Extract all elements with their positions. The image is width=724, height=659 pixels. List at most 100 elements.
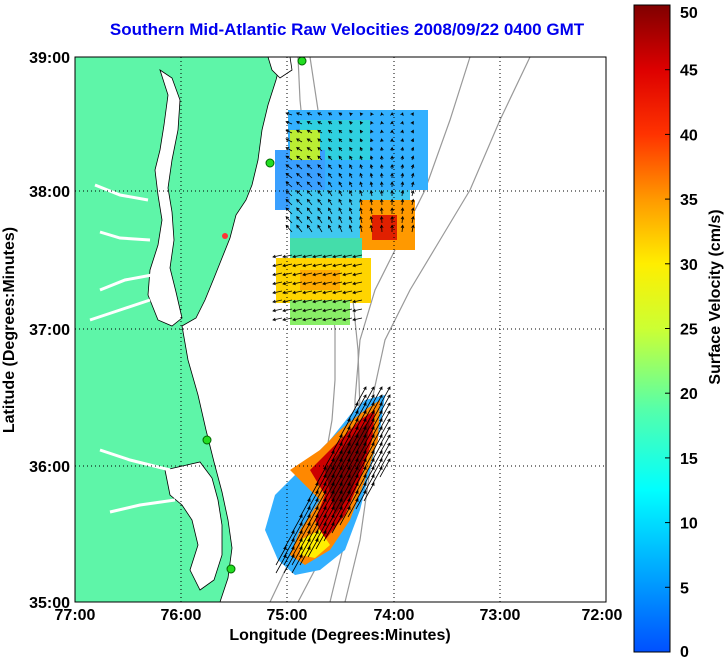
velocity-arrow [322, 317, 333, 322]
velocity-arrow [390, 155, 394, 161]
velocity-arrow [328, 190, 333, 197]
velocity-arrow [312, 272, 323, 277]
velocity-arrow [296, 198, 303, 206]
velocity-arrow [400, 164, 405, 170]
velocity-arrow [328, 181, 333, 188]
velocity-arrow [338, 215, 343, 224]
velocity-arrow [349, 189, 353, 197]
colorbar-tick-label: 15 [680, 451, 698, 468]
velocity-arrow [359, 129, 364, 134]
velocity-arrow [342, 272, 353, 277]
velocity-arrow [338, 181, 343, 188]
velocity-arrow [322, 254, 333, 259]
velocity-arrow [369, 215, 374, 224]
velocity-arrow [380, 155, 384, 161]
land-mass [75, 57, 283, 602]
velocity-arrow [282, 317, 293, 322]
velocity-arrow [400, 146, 404, 152]
station-marker [226, 564, 236, 574]
velocity-arrow [332, 281, 343, 286]
velocity-arrow [302, 317, 313, 322]
velocity-arrow [400, 172, 405, 179]
sound-water [164, 461, 223, 591]
velocity-arrow [379, 418, 391, 438]
velocity-arrow [295, 129, 303, 134]
velocity-arrow [296, 216, 303, 224]
y-axis-label: Latitude (Degrees:Minutes) [1, 227, 18, 433]
velocity-arrow [348, 207, 353, 215]
velocity-arrow [380, 129, 384, 134]
velocity-arrow [410, 155, 415, 161]
velocity-arrow [410, 164, 415, 170]
velocity-arrow [370, 129, 374, 134]
colorbar-tick-label: 20 [680, 386, 698, 403]
velocity-arrow [295, 112, 303, 116]
velocity-arrow [338, 138, 343, 143]
station-marker [202, 435, 212, 445]
velocity-arrow [338, 172, 343, 179]
velocity-arrow [342, 263, 353, 268]
velocity-arrow [355, 394, 367, 414]
velocity-arrow [338, 198, 343, 206]
velocity-arrow [369, 189, 374, 197]
velocity-arrow [306, 224, 313, 233]
colorbar-tick-label: 30 [680, 257, 698, 274]
velocity-arrow [348, 215, 353, 224]
velocity-arrow [296, 172, 303, 179]
velocity-arrow [296, 190, 303, 197]
colorbar-tick-label: 10 [680, 516, 698, 533]
grid-lines [75, 57, 606, 602]
velocity-arrow [380, 164, 384, 170]
velocity-arrow [285, 120, 293, 125]
velocity-arrow [285, 190, 293, 197]
velocity-arrow [332, 317, 343, 322]
velocity-arrow [370, 120, 374, 125]
velocity-arrow [390, 138, 394, 143]
velocity-arrow [349, 121, 353, 125]
velocity-arrow [411, 215, 415, 224]
velocity-arrow [312, 263, 323, 268]
velocity-arrow [327, 121, 333, 125]
velocity-arrow [349, 112, 353, 116]
velocity-arrow [292, 263, 303, 268]
velocity-arrow [379, 181, 384, 188]
velocity-arrow [322, 290, 333, 295]
velocity-arrow [322, 281, 333, 286]
velocity-arrow [390, 120, 394, 125]
velocity-arrow [359, 164, 363, 170]
velocity-arrow [400, 215, 405, 224]
velocity-arrow [379, 172, 384, 179]
velocity-arrow [317, 215, 323, 224]
velocity-arrow [342, 317, 353, 322]
velocity-arrow [296, 164, 303, 170]
velocity-arrow [296, 224, 303, 233]
velocity-arrow [327, 146, 333, 152]
velocity-arrow [380, 112, 384, 117]
velocity-arrow [327, 155, 333, 161]
velocity-arrow [380, 138, 384, 143]
velocity-arrow [306, 198, 313, 206]
velocity-arrow [379, 189, 384, 197]
velocity-arrow [342, 299, 353, 304]
velocity-arrow [332, 254, 343, 259]
colorbar-tick-label: 5 [680, 580, 689, 597]
velocity-arrow [317, 129, 323, 134]
velocity-arrow [348, 198, 353, 206]
x-tick-label: 75:00 [267, 607, 308, 624]
velocity-arrow [285, 181, 293, 188]
velocity-arrow [312, 299, 323, 304]
velocity-arrow [317, 164, 323, 170]
velocity-arrow [302, 272, 313, 277]
velocity-arrow [312, 290, 323, 295]
velocity-arrow [390, 164, 394, 170]
velocity-arrow [380, 146, 384, 152]
velocity-arrow [302, 299, 313, 304]
velocity-arrow [327, 164, 333, 170]
velocity-arrow [359, 215, 363, 224]
velocity-arrow [292, 272, 303, 277]
velocity-arrow [379, 442, 391, 462]
velocity-arrow [349, 138, 353, 143]
velocity-arrow [302, 254, 313, 259]
